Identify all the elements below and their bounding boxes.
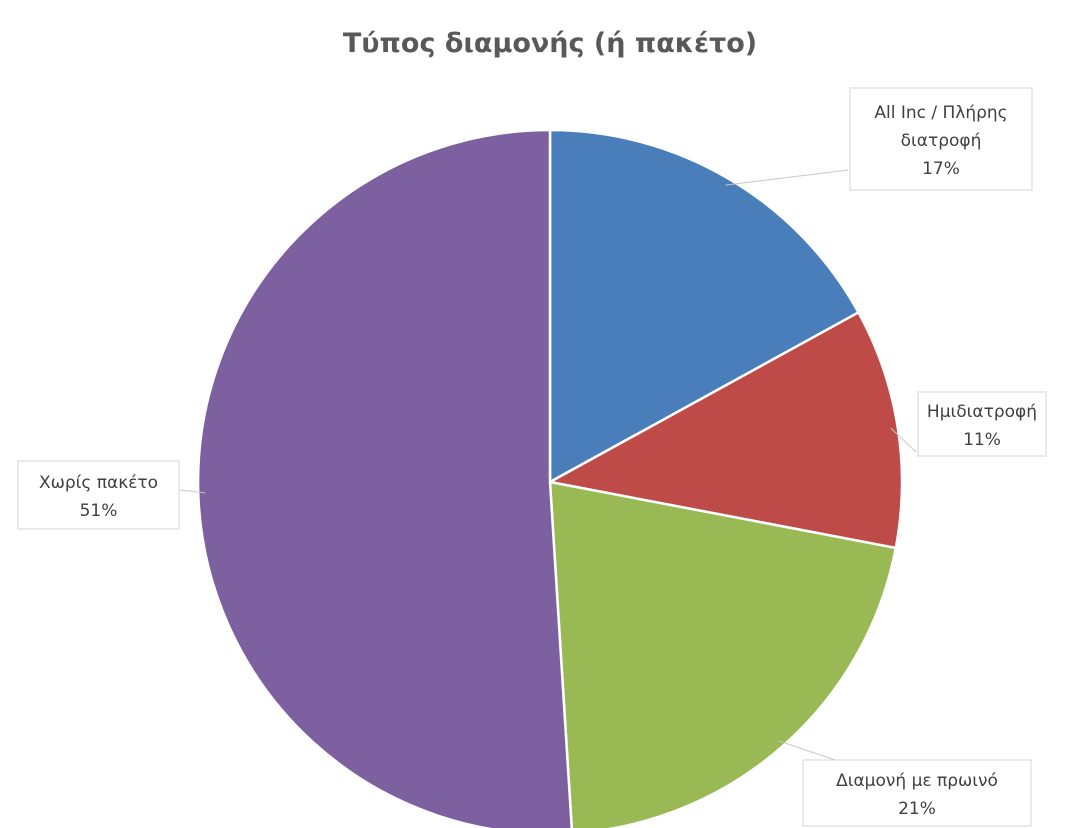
data-label-box bbox=[917, 391, 1047, 457]
data-label-percent: 11% bbox=[963, 430, 1001, 450]
data-label-box bbox=[17, 460, 180, 530]
data-label-category: Διαμονή με πρωινό bbox=[836, 771, 998, 791]
data-label: Χωρίς πακέτο 51% bbox=[17, 460, 180, 530]
data-labels: All Inc / Πλήρης διατροφή 17% Ημιδιατροφή 11… bbox=[17, 87, 1047, 827]
data-label-box bbox=[802, 759, 1032, 827]
data-label: Ημιδιατροφή 11% bbox=[917, 391, 1047, 457]
data-label-category: All Inc / Πλήρης bbox=[874, 103, 1007, 123]
pie-slice bbox=[548, 128, 861, 485]
data-label: All Inc / Πλήρης διατροφή 17% bbox=[849, 87, 1033, 191]
data-label-category: Ημιδιατροφή bbox=[927, 402, 1037, 422]
data-label-category: Χωρίς πακέτο bbox=[39, 473, 158, 493]
pie-slice bbox=[548, 480, 898, 828]
data-label-percent: 21% bbox=[898, 799, 936, 819]
pie-slices bbox=[196, 128, 904, 828]
leader-line bbox=[179, 489, 206, 494]
data-label-box bbox=[849, 87, 1033, 191]
pie-slice bbox=[546, 310, 904, 550]
data-label-percent: 17% bbox=[922, 159, 960, 179]
chart-title: Τύπος διαμονής (ή πακέτο) bbox=[343, 28, 757, 59]
leader-line bbox=[725, 169, 849, 186]
pie-slice bbox=[196, 128, 574, 828]
data-label-category: διατροφή bbox=[901, 131, 982, 151]
data-label: Διαμονή με πρωινό 21% bbox=[802, 759, 1032, 827]
leader-line bbox=[890, 427, 917, 453]
data-label-percent: 51% bbox=[80, 501, 118, 521]
